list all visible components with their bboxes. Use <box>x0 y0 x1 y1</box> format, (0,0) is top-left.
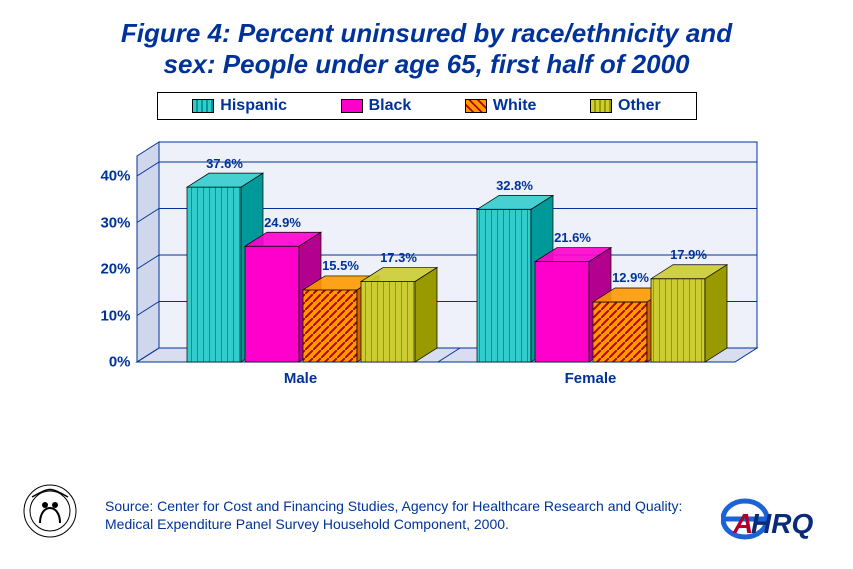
y-axis: 0%10%20%30%40% <box>77 142 137 362</box>
plot-area: 37.6% 24.9% 15.5% 17.3% 32.8% 21.6% 12.9% 17.9% <box>137 142 757 362</box>
legend-swatch-icon <box>341 99 363 113</box>
bar-value-label: 17.9% <box>670 247 707 262</box>
source-citation: Source: Center for Cost and Financing St… <box>105 497 705 533</box>
legend-label: White <box>493 97 537 115</box>
legend: Hispanic Black White Other <box>157 92 697 120</box>
bar-value-label: 15.5% <box>322 258 359 273</box>
y-tick-label: 0% <box>77 354 131 371</box>
x-tick-label: Male <box>284 370 317 387</box>
chart-title: Figure 4: Percent uninsured by race/ethn… <box>0 0 853 86</box>
x-tick-label: Female <box>565 370 617 387</box>
legend-label: Hispanic <box>220 97 287 115</box>
legend-label: Black <box>369 97 412 115</box>
y-tick-label: 30% <box>77 214 131 231</box>
legend-swatch-icon <box>590 99 612 113</box>
y-tick-label: 10% <box>77 307 131 324</box>
bar-value-label: 17.3% <box>380 250 417 265</box>
legend-item: White <box>465 97 537 115</box>
title-line-1: Figure 4: Percent uninsured by race/ethn… <box>121 18 732 48</box>
legend-item: Other <box>590 97 661 115</box>
svg-text:HRQ: HRQ <box>751 508 813 539</box>
bar-value-label: 21.6% <box>554 230 591 245</box>
legend-item: Black <box>341 97 412 115</box>
y-tick-label: 40% <box>77 168 131 185</box>
bar-value-label: 12.9% <box>612 270 649 285</box>
legend-item: Hispanic <box>192 97 287 115</box>
bar-value-label: 24.9% <box>264 215 301 230</box>
title-line-2: sex: People under age 65, first half of … <box>164 49 690 79</box>
legend-swatch-icon <box>465 99 487 113</box>
bar-value-label: 37.6% <box>206 156 243 171</box>
y-tick-label: 20% <box>77 261 131 278</box>
chart-area: 0% 10% 20% 30% 40% 37.6% 24.9% 15.5% 17.3% 32.8%… <box>77 142 777 402</box>
x-axis: Male Female <box>137 370 757 400</box>
legend-swatch-icon <box>192 99 214 113</box>
legend-label: Other <box>618 97 661 115</box>
hhs-logo-icon <box>22 483 78 539</box>
ahrq-logo-icon: HRQ A <box>721 495 831 543</box>
svg-text:A: A <box>732 508 753 539</box>
bar-value-label: 32.8% <box>496 178 533 193</box>
